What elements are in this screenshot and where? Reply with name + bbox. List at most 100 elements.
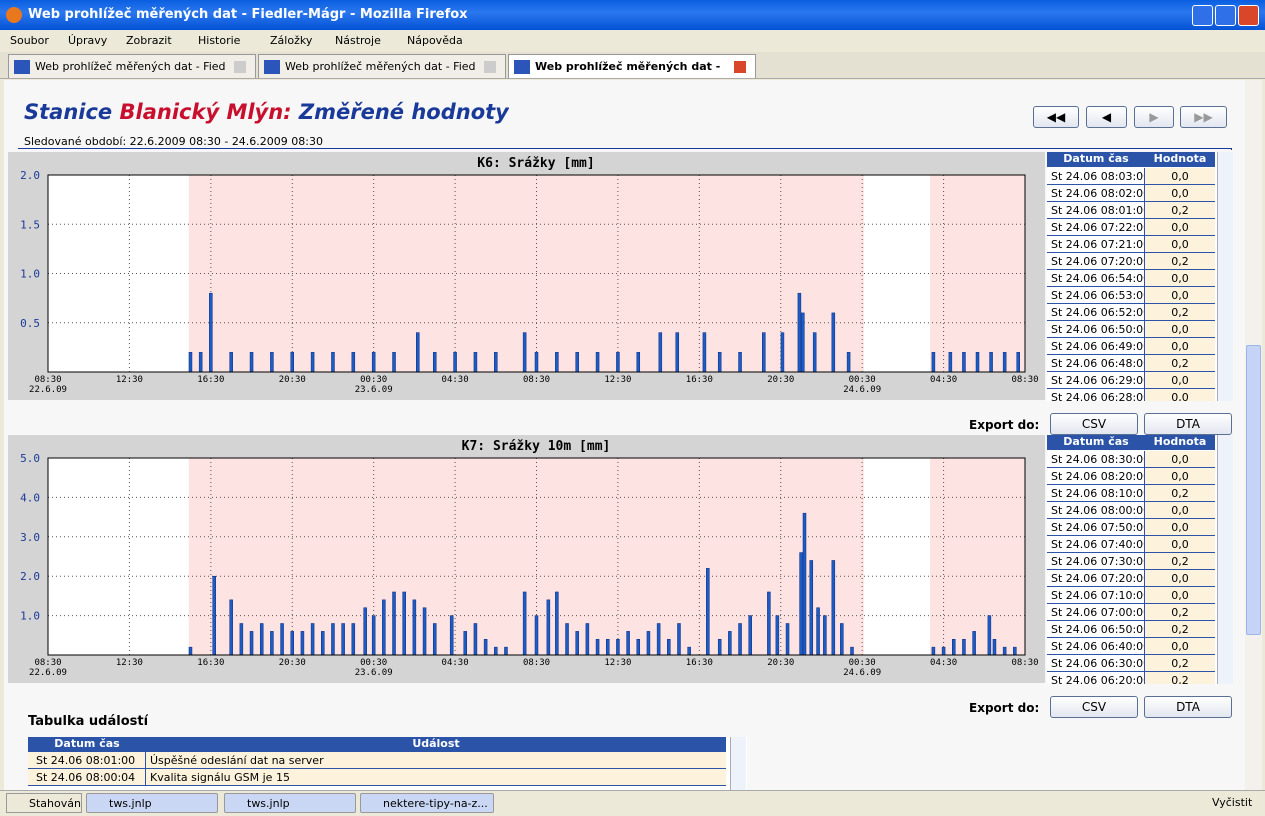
- export-button[interactable]: CSV: [1050, 413, 1138, 435]
- bar: [575, 352, 579, 373]
- status-item[interactable]: tws.jnlp: [224, 793, 356, 813]
- bar: [850, 646, 854, 656]
- bar: [831, 560, 836, 656]
- next-button[interactable]: ▶: [1134, 106, 1174, 128]
- bar: [188, 646, 193, 656]
- y-tick-label: 4.0: [20, 491, 40, 504]
- bar: [188, 352, 193, 373]
- page-title: Stanice Blanický Mlýn: Změřené hodnoty: [24, 100, 509, 124]
- shaded-period: [930, 175, 1025, 372]
- table-scrollbar[interactable]: [1217, 435, 1233, 684]
- y-tick-label: 2.0: [20, 570, 40, 583]
- table-cell: St 24.06 06:30:00: [1047, 655, 1145, 672]
- export-button[interactable]: DTA: [1144, 413, 1232, 435]
- table-scrollbar[interactable]: [1217, 152, 1233, 401]
- bar: [728, 631, 732, 656]
- x-tick-label: 08:30: [523, 658, 550, 668]
- bar: [229, 599, 233, 656]
- y-tick-label: 1.0: [20, 268, 40, 281]
- page-content: Stanice Blanický Mlýn: Změřené hodnoty S…: [4, 80, 1245, 790]
- table-cell: 0,0: [1145, 270, 1215, 287]
- bar: [656, 623, 661, 656]
- tab[interactable]: Web prohlížeč měřených dat - Fiedler-...: [8, 54, 256, 78]
- bar: [453, 352, 457, 373]
- table-cell: 0,2: [1145, 304, 1215, 321]
- x-tick-label: 08:30: [523, 375, 550, 385]
- menu-item[interactable]: Zobrazit: [126, 34, 172, 47]
- tab[interactable]: Web prohlížeč měřených dat - Fi...: [508, 54, 756, 78]
- x-tick-label: 04:30: [930, 658, 957, 668]
- bar: [310, 352, 315, 373]
- menu-item[interactable]: Záložky: [270, 34, 313, 47]
- table-cell: 0,0: [1145, 468, 1215, 485]
- bar: [785, 623, 790, 656]
- tab-close[interactable]: [234, 61, 246, 73]
- maximize-button[interactable]: [1215, 5, 1236, 26]
- bar: [616, 352, 620, 373]
- bar: [473, 352, 478, 373]
- clear-button[interactable]: Vyčistit: [1212, 796, 1253, 809]
- status-item[interactable]: nektere-tipy-na-z...: [360, 793, 494, 813]
- bar: [646, 631, 651, 656]
- table-cell: St 24.06 07:21:00: [1047, 236, 1145, 253]
- tab-bar: Web prohlížeč měřených dat - Fiedler-...…: [0, 52, 1265, 79]
- bar: [239, 623, 244, 656]
- table-cell: 0,0: [1145, 372, 1215, 389]
- x-tick-label: 00:30: [360, 658, 387, 668]
- bar: [416, 332, 420, 373]
- last-button[interactable]: ▶▶: [1180, 106, 1227, 128]
- bar: [952, 638, 956, 656]
- tab-close[interactable]: [484, 61, 496, 73]
- table-cell: 0,2: [1145, 604, 1215, 621]
- bar: [432, 352, 437, 373]
- menu-item[interactable]: Nápověda: [407, 34, 463, 47]
- bar: [249, 352, 254, 373]
- bar: [989, 352, 993, 373]
- table-cell: St 24.06 08:10:00: [1047, 485, 1145, 502]
- bar: [962, 638, 966, 656]
- x-tick-label: 16:30: [686, 658, 713, 668]
- tab-close[interactable]: [734, 61, 746, 73]
- table-scrollbar[interactable]: [730, 737, 746, 790]
- table-cell: 0,0: [1145, 536, 1215, 553]
- bar: [290, 631, 294, 656]
- scrollbar[interactable]: [1245, 80, 1262, 790]
- minimize-button[interactable]: [1192, 5, 1213, 26]
- bar: [797, 292, 802, 373]
- menu-item[interactable]: Historie: [198, 34, 241, 47]
- bar: [667, 638, 671, 656]
- bar: [555, 352, 559, 373]
- scroll-thumb[interactable]: [1246, 345, 1261, 635]
- bar: [198, 352, 203, 373]
- x-tick-label: 08:30: [1011, 375, 1038, 385]
- tab[interactable]: Web prohlížeč měřených dat - Fiedler-...: [258, 54, 506, 78]
- tab-label: Web prohlížeč měřených dat - Fi...: [535, 60, 725, 73]
- table-cell: 0,2: [1145, 553, 1215, 570]
- export-button[interactable]: DTA: [1144, 696, 1232, 718]
- close-button[interactable]: [1238, 5, 1259, 26]
- first-button[interactable]: ◀◀: [1033, 106, 1079, 128]
- bar: [636, 638, 641, 656]
- export-button[interactable]: CSV: [1050, 696, 1138, 718]
- status-item[interactable]: tws.jnlp: [86, 793, 218, 813]
- y-tick-label: 1.0: [20, 610, 40, 623]
- table-cell: St 24.06 07:10:00: [1047, 587, 1145, 604]
- menu-item[interactable]: Úpravy: [68, 34, 108, 47]
- status-item[interactable]: Stahování: [6, 793, 82, 813]
- menu-item[interactable]: Nástroje: [335, 34, 381, 47]
- title-part: Blanický Mlýn:: [119, 100, 292, 124]
- bar: [812, 332, 817, 373]
- table-cell: St 24.06 06:20:00: [1047, 672, 1145, 684]
- prev-button[interactable]: ◀: [1086, 106, 1127, 128]
- table-cell: 0,0: [1145, 236, 1215, 253]
- bar: [341, 623, 345, 656]
- bar: [767, 591, 771, 656]
- bar: [209, 292, 213, 373]
- bar: [706, 568, 710, 656]
- menu-item[interactable]: Soubor: [10, 34, 49, 47]
- bar: [412, 599, 417, 656]
- bar: [605, 638, 610, 656]
- bar: [249, 631, 254, 656]
- bar: [351, 352, 356, 373]
